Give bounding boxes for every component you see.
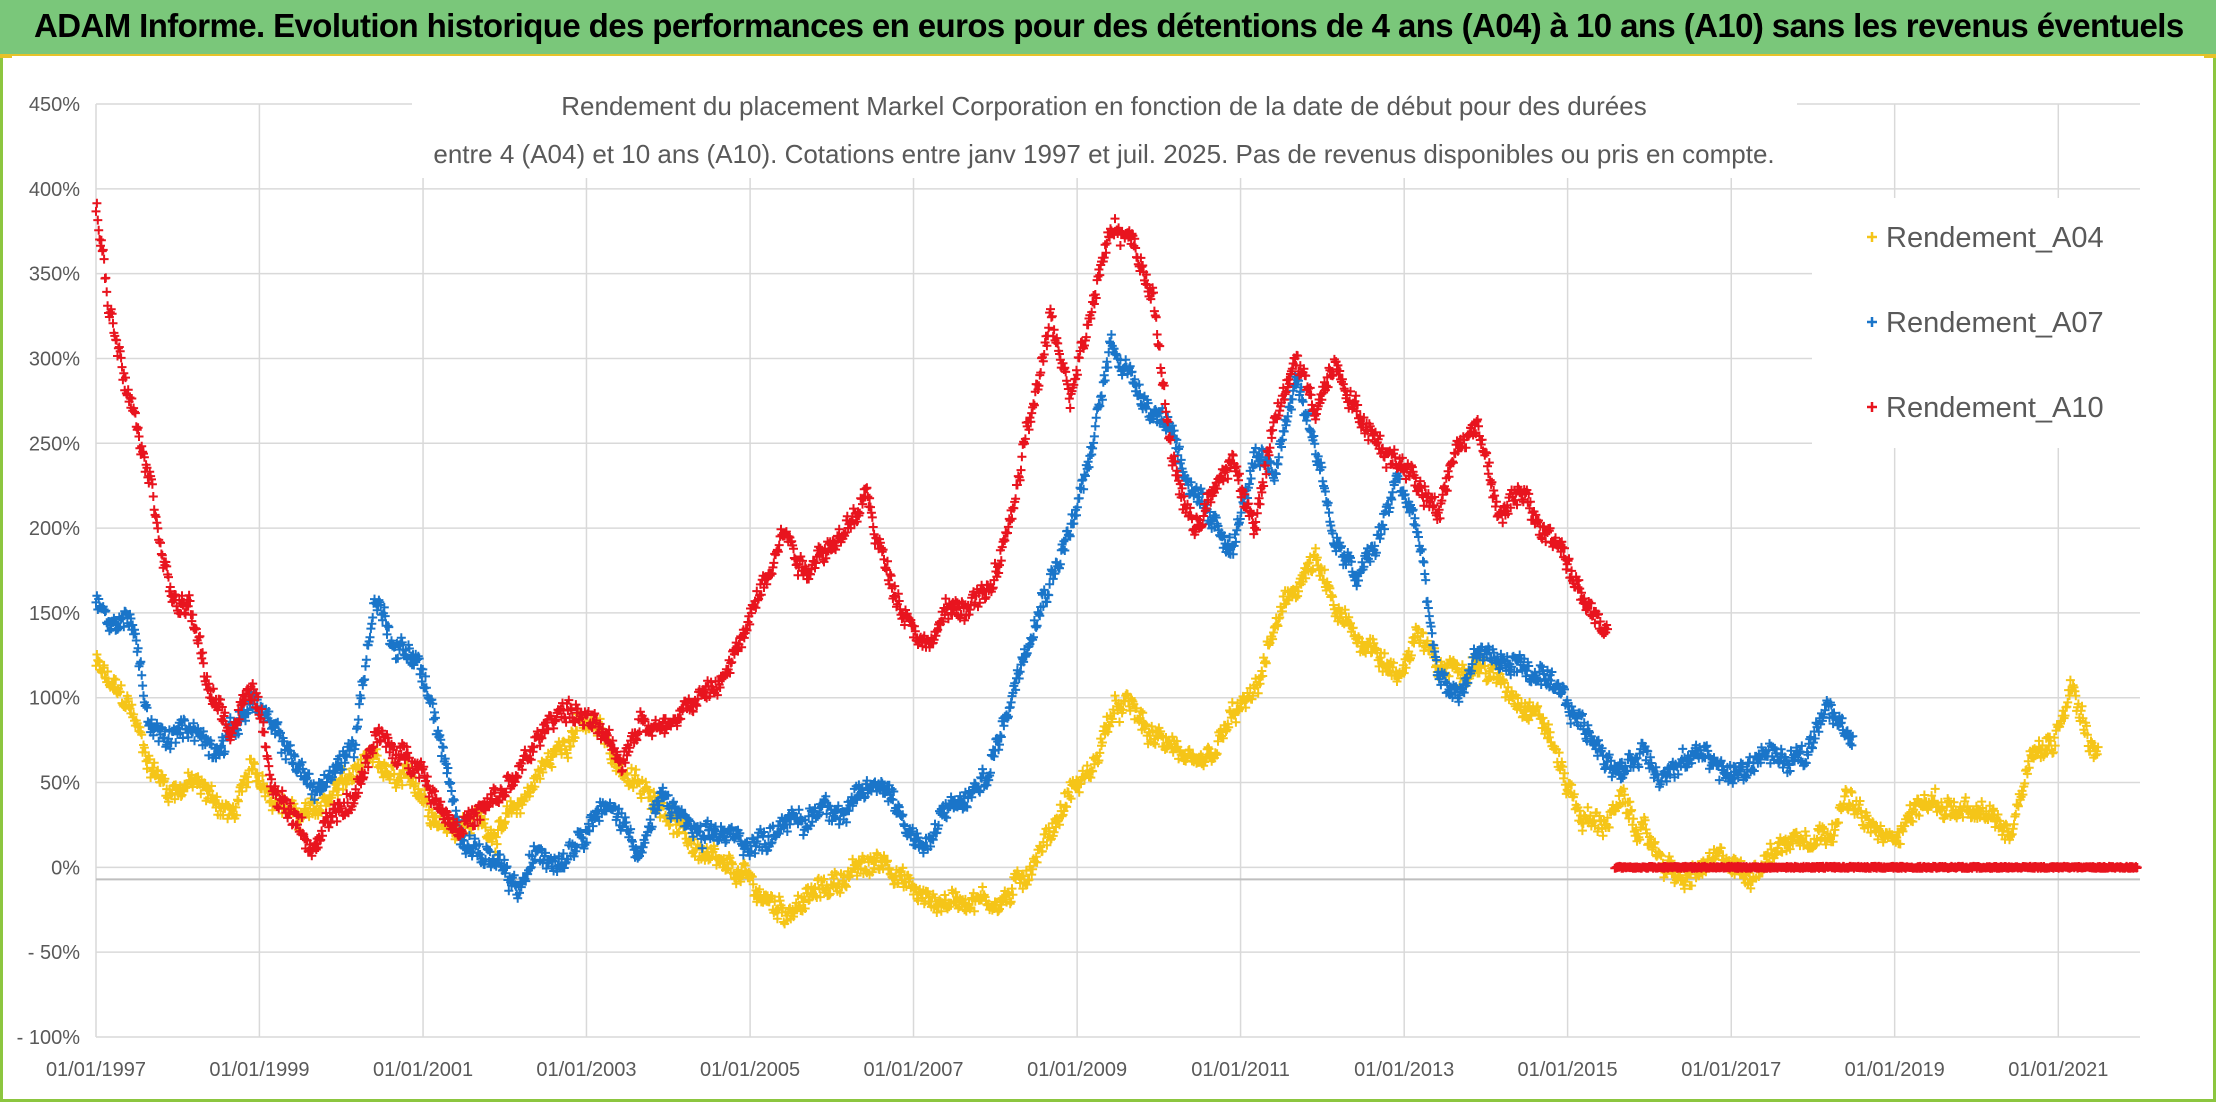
x-tick-label: 01/01/2011 xyxy=(1191,1059,1290,1081)
x-tick-label: 01/01/2003 xyxy=(536,1059,636,1081)
x-tick-label: 01/01/2019 xyxy=(1845,1059,1945,1081)
x-tick-label: 01/01/2001 xyxy=(373,1059,473,1081)
legend: Rendement_A04 Rendement_A07 Rendement_A10 xyxy=(1812,198,2142,448)
series-Rendement_A07 xyxy=(91,330,1858,903)
x-tick-label: 01/01/2007 xyxy=(863,1059,963,1081)
y-tick-label: 200% xyxy=(29,518,80,540)
series-points-Rendement_A04 xyxy=(91,543,2103,929)
series-points-Rendement_A07 xyxy=(91,330,1858,903)
legend-marker xyxy=(1867,402,1877,412)
y-tick-label: 150% xyxy=(29,603,80,625)
chart-title-line2: entre 4 (A04) et 10 ans (A10). Cotations… xyxy=(433,139,1774,169)
x-tick-label: 01/01/2017 xyxy=(1681,1059,1781,1081)
header-accent-left xyxy=(0,54,12,58)
y-tick-label: - 100% xyxy=(17,1027,81,1049)
x-tick-label: 01/01/2021 xyxy=(2008,1059,2108,1081)
y-tick-label: 50% xyxy=(40,773,80,795)
x-tick-label: 01/01/1997 xyxy=(46,1059,146,1081)
series-points-Rendement_A10 xyxy=(91,198,2142,873)
x-tick-label: 01/01/2013 xyxy=(1354,1059,1454,1081)
legend-label: Rendement_A07 xyxy=(1886,307,2104,339)
x-tick-label: 01/01/2005 xyxy=(700,1059,800,1081)
y-tick-label: 300% xyxy=(29,348,80,370)
y-tick-label: - 50% xyxy=(28,942,80,964)
y-tick-label: 450% xyxy=(29,94,80,116)
series-Rendement_A04 xyxy=(91,543,2103,929)
x-tick-label: 01/01/2009 xyxy=(1027,1059,1127,1081)
legend-label: Rendement_A10 xyxy=(1886,392,2104,424)
legend-label: Rendement_A04 xyxy=(1886,222,2104,254)
header-bar: ADAM Informe. Evolution historique des p… xyxy=(0,0,2216,56)
series-Rendement_A10 xyxy=(91,198,2142,873)
header-accent-right xyxy=(2204,54,2216,58)
chart-title-bg xyxy=(412,86,1797,178)
chart-title-line1: Rendement du placement Markel Corporatio… xyxy=(561,91,1646,121)
y-tick-label: 0% xyxy=(51,857,80,879)
y-tick-label: 250% xyxy=(29,433,80,455)
series-marks xyxy=(91,198,2142,929)
x-axis: 01/01/1997 01/01/1999 01/01/2001 01/01/2003… xyxy=(46,1059,2108,1081)
y-axis: - 100% - 50% 0% 50% 100% 150% 200% 250% 300% 350%… xyxy=(17,94,81,1049)
x-tick-label: 01/01/1999 xyxy=(209,1059,309,1081)
header-title: ADAM Informe. Evolution historique des p… xyxy=(34,7,2184,44)
legend-marker xyxy=(1867,232,1877,242)
y-tick-label: 100% xyxy=(29,688,80,710)
y-tick-label: 350% xyxy=(29,264,80,286)
x-tick-label: 01/01/2015 xyxy=(1518,1059,1618,1081)
legend-marker xyxy=(1867,317,1877,327)
y-tick-label: 400% xyxy=(29,179,80,201)
